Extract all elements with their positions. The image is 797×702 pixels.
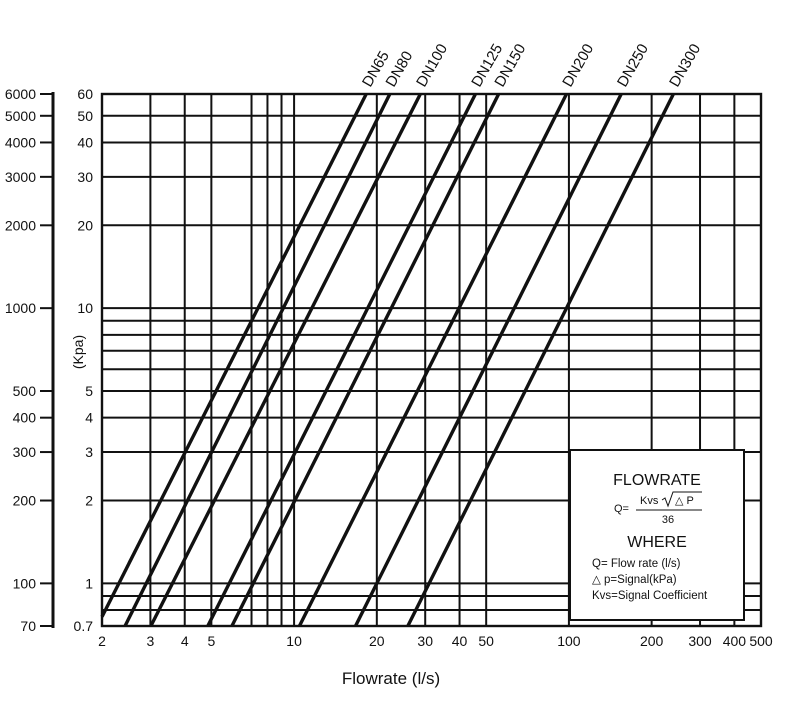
formula-denominator: 36 (662, 514, 674, 526)
y-tick-label: 0.7 (74, 618, 94, 634)
formula-title: FLOWRATE (613, 472, 701, 489)
y-tick-label: 40 (77, 134, 93, 150)
y-axis-title: (Kpa) (70, 335, 86, 369)
x-tick-label: 4 (181, 633, 189, 649)
y-tick-label: 2 (85, 493, 93, 509)
secondary-y-tick-label: 200 (13, 493, 37, 509)
y-tick-label: 3 (85, 444, 93, 460)
formula-lhs: Q= (614, 503, 629, 515)
formula-numerator-kvs: Kvs (640, 495, 659, 507)
y-tick-label: 30 (77, 169, 93, 185)
formula-numerator-dp: △ P (675, 495, 694, 507)
secondary-y-tick-label: 500 (13, 383, 37, 399)
series-line-dn65 (100, 93, 368, 618)
secondary-y-tick-label: 4000 (5, 134, 36, 150)
formula-line-q: Q= Flow rate (l/s) (592, 558, 681, 570)
x-axis-title: Flowrate (l/s) (342, 669, 440, 688)
y-tick-label: 50 (77, 108, 93, 124)
y-tick-label: 60 (77, 86, 93, 102)
secondary-y-tick-label: 100 (13, 575, 37, 591)
series-label-dn200: DN200 (559, 41, 597, 90)
secondary-y-tick-label: 1000 (5, 300, 36, 316)
series-line-dn200 (297, 93, 569, 627)
secondary-y-tick-label: 300 (13, 444, 37, 460)
x-tick-label: 100 (557, 633, 581, 649)
series-line-dn80 (123, 93, 392, 627)
secondary-y-tick-label: 2000 (5, 217, 36, 233)
x-tick-label: 2 (98, 633, 106, 649)
series-line-dn300 (406, 93, 675, 627)
series-label-dn100: DN100 (413, 41, 451, 90)
x-tick-label: 50 (478, 633, 494, 649)
secondary-y-tick-label: 400 (13, 410, 37, 426)
series-line-dn100 (149, 93, 422, 627)
x-tick-label: 40 (452, 633, 468, 649)
x-tick-label: 300 (688, 633, 712, 649)
x-tick-label: 20 (369, 633, 385, 649)
secondary-y-tick-label: 6000 (5, 86, 36, 102)
series-label-dn250: DN250 (614, 41, 652, 90)
x-tick-label: 500 (749, 633, 773, 649)
x-tick-label: 3 (146, 633, 154, 649)
series-line-dn150 (230, 93, 501, 627)
plot-frame (100, 92, 763, 628)
secondary-y-tick-label: 70 (20, 618, 36, 634)
formula-line-kvs: Kvs=Signal Coefficient (592, 590, 708, 602)
series-line-dn125 (206, 93, 477, 627)
y-tick-label: 4 (85, 410, 93, 426)
formula-box: FLOWRATE Q= Kvs △ P 36 WHERE Q= Flow rat… (569, 449, 745, 621)
y-tick-label: 1 (85, 575, 93, 591)
y-tick-label: 10 (77, 300, 93, 316)
series-lines (100, 93, 675, 627)
formula-where: WHERE (627, 534, 687, 551)
sqrt-icon (661, 491, 702, 508)
series-label-dn300: DN300 (666, 41, 704, 90)
x-tick-label: 200 (640, 633, 664, 649)
x-tick-label: 400 (723, 633, 747, 649)
x-tick-label: 10 (286, 633, 302, 649)
y-tick-label: 20 (77, 217, 93, 233)
formula-box-frame (569, 449, 745, 621)
secondary-y-tick-label: 3000 (5, 169, 36, 185)
series-line-dn250 (354, 93, 623, 627)
x-tick-label: 30 (417, 633, 433, 649)
formula-line-dp: △ p=Signal(kPa) (592, 574, 677, 586)
y-tick-label: 5 (85, 383, 93, 399)
x-tick-label: 5 (207, 633, 215, 649)
secondary-y-tick-label: 5000 (5, 108, 36, 124)
